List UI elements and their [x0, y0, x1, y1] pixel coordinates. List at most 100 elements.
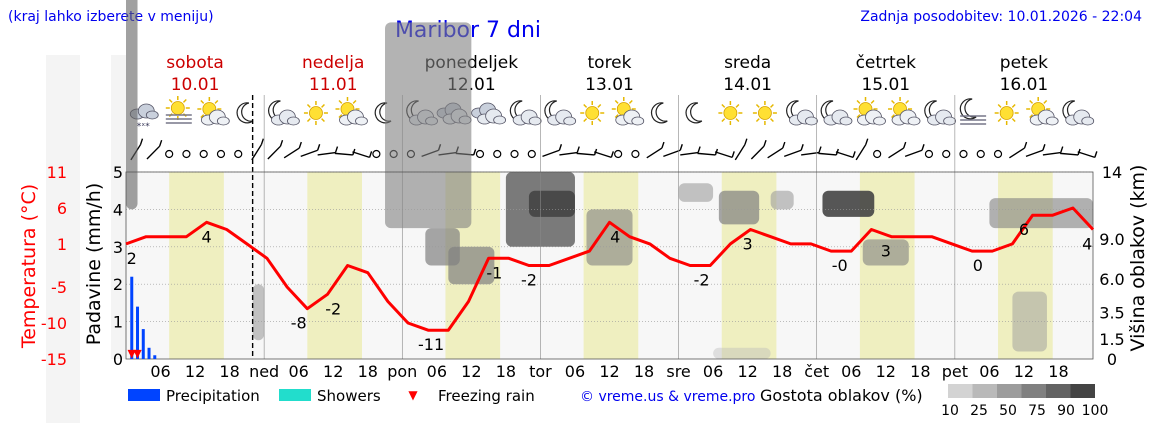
sun-ray — [891, 99, 895, 104]
hour-tick: 12 — [185, 362, 205, 381]
sun-ray — [997, 118, 1002, 123]
cloud-part — [1081, 116, 1095, 126]
cloud-height-tick: 0 — [1107, 350, 1117, 369]
wind-barb-flag — [679, 144, 683, 151]
weather-icon-row: *ˣ* — [129, 96, 1095, 132]
precipitation-bar — [153, 355, 157, 359]
wind-barb — [317, 151, 336, 156]
wind-barb — [750, 145, 765, 160]
cloud-density-layer — [126, 0, 1093, 359]
wind-barb-flag — [139, 138, 144, 145]
sun-ray — [755, 118, 760, 123]
wind-barb-flag — [763, 139, 767, 147]
left-panel — [46, 55, 80, 423]
daylight-band — [169, 172, 224, 359]
sun-cloud-icon — [335, 97, 368, 126]
moon-cloud-icon — [1062, 100, 1095, 126]
wind-barb — [593, 151, 612, 159]
copyright-link[interactable]: © vreme.us & vreme.pro — [580, 389, 755, 405]
sun-ray — [614, 114, 619, 119]
wind-barb — [542, 149, 560, 158]
wind-calm — [493, 149, 502, 159]
day-date: 10.01 — [171, 75, 220, 95]
hour-tick: 06 — [979, 362, 999, 381]
hour-tick: 18 — [219, 362, 239, 381]
wind-calm — [942, 149, 951, 159]
freezing-rain-marker: ▼ — [133, 347, 142, 360]
wind-barb-flag — [661, 141, 665, 149]
wind-barb — [1077, 151, 1096, 159]
sun-icon — [718, 101, 743, 125]
temperature-tick: 1 — [57, 235, 67, 254]
cloud-blob — [770, 190, 794, 210]
precipitation-bar — [141, 329, 145, 359]
density-swatch — [1046, 384, 1071, 398]
density-level: 75 — [1028, 403, 1046, 419]
cloud-part — [873, 116, 886, 126]
wind-barb — [559, 151, 578, 156]
temperature-axis-title: Temperatura (°C) — [18, 184, 40, 349]
wind-barb — [904, 149, 923, 158]
legend-precipitation-label: Precipitation — [166, 387, 260, 405]
moon-cloud-icon — [924, 100, 956, 126]
menu-hint[interactable]: (kraj lahko izberete v meniju) — [8, 9, 214, 25]
cloud-height-axis-title: Višina oblakov (km) — [1127, 165, 1149, 352]
hour-tick: 18 — [496, 362, 516, 381]
hour-tick: 06 — [565, 362, 585, 381]
wind-barb — [734, 144, 746, 161]
wind-calm — [165, 149, 174, 159]
sun-ray — [997, 103, 1002, 108]
wind-calm — [216, 149, 226, 159]
cloud-part — [1045, 116, 1059, 126]
hour-tick: 06 — [288, 362, 308, 381]
wind-calm — [631, 149, 640, 159]
temperature-label: -2 — [325, 299, 341, 318]
temperature-tick: 6 — [57, 199, 67, 218]
day-abbrev-tick: sre — [666, 362, 690, 381]
sun-cloud-icon — [611, 97, 645, 126]
sun-ray — [721, 103, 726, 108]
sun-ray — [721, 118, 726, 123]
hour-tick: 12 — [737, 362, 757, 381]
wind-barb — [663, 149, 681, 158]
cloud-height-tick: 9.0 — [1099, 230, 1124, 249]
day-abbrev-tick: čet — [804, 362, 829, 381]
legend-showers-swatch — [279, 389, 311, 401]
wind-barb — [1009, 147, 1025, 159]
wind-barb-flag — [852, 151, 856, 158]
cloud-part — [563, 116, 577, 126]
hour-tick: 18 — [358, 362, 378, 381]
cloud-part — [631, 116, 645, 126]
cloud-blob — [448, 246, 495, 285]
cloud-icon — [471, 102, 507, 125]
moon-cloud-icon — [544, 100, 577, 126]
cloud-part — [493, 115, 507, 125]
sun-ray — [583, 118, 588, 123]
temperature-tick: -5 — [51, 278, 67, 297]
wind-calm — [976, 149, 985, 159]
wind-barb-flag — [316, 144, 321, 151]
temperature-label: -8 — [291, 314, 307, 333]
wind-barb — [352, 151, 370, 159]
wind-barb — [300, 149, 318, 158]
moon-shape — [959, 98, 977, 120]
sun-ray — [1011, 103, 1016, 108]
cloud-part — [839, 116, 853, 126]
sun-ray — [597, 103, 602, 108]
sun-ray — [755, 103, 760, 108]
last-update: Zadnja posodobitev: 10.01.2026 - 22:04 — [860, 9, 1142, 25]
precipitation-tick: 2 — [113, 275, 123, 294]
wind-barb — [646, 147, 663, 159]
wind-barb-flag — [800, 144, 804, 151]
day-header-layer: sobota10.01nedelja11.01ponedeljek12.01to… — [166, 53, 1048, 95]
sun-cloud-icon — [853, 97, 886, 126]
wind-barb-flag — [1060, 146, 1064, 153]
cloud-blob — [822, 190, 875, 217]
sun-disc — [585, 106, 600, 120]
cloud-part — [355, 116, 368, 126]
wind-barb — [767, 147, 784, 159]
hour-tick: 12 — [1014, 362, 1034, 381]
freezing-rain-icon: ▼ — [408, 388, 418, 402]
legend-precipitation-swatch — [128, 389, 160, 401]
